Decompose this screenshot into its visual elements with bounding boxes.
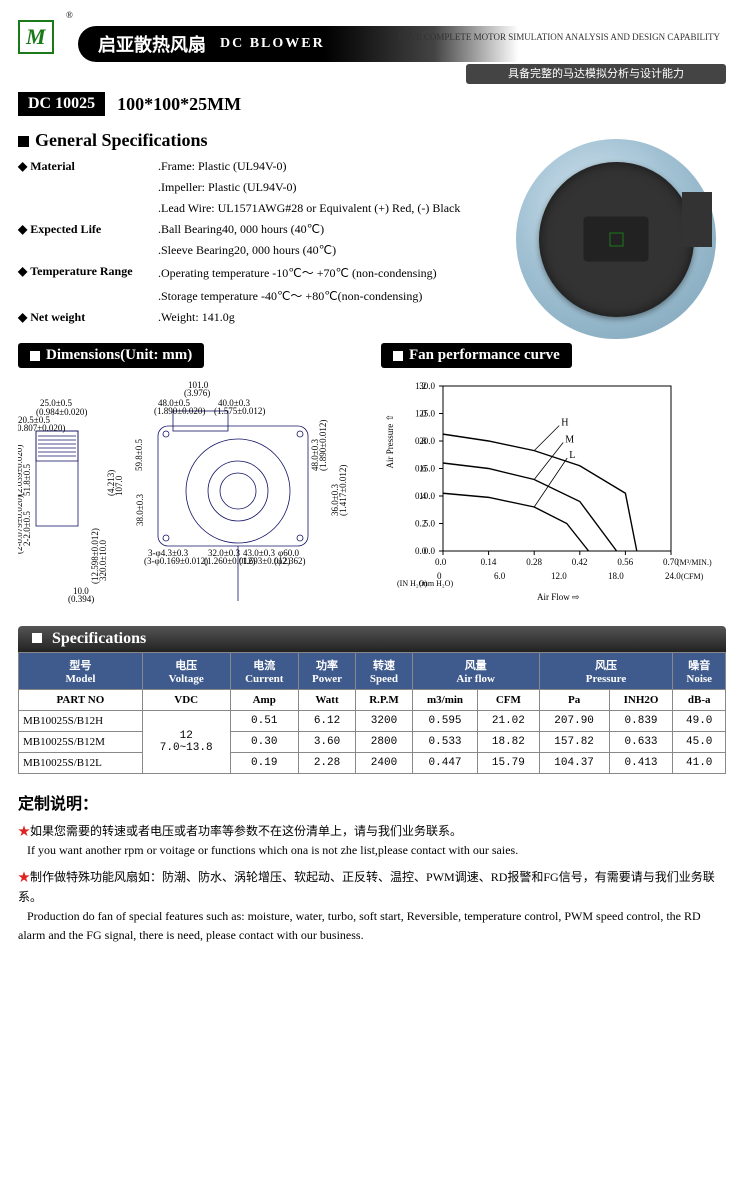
svg-text:(1.693±0.012): (1.693±0.012) [239, 556, 290, 566]
svg-text:5.0: 5.0 [424, 519, 436, 529]
svg-text:6.0: 6.0 [494, 571, 506, 581]
svg-text:Air Pressure ⇧: Air Pressure ⇧ [385, 414, 395, 469]
header: ® M 启亚散热风扇 DC BLOWER HAVE COMPLETE MOTOR… [18, 20, 726, 68]
reg-mark: ® [66, 10, 73, 20]
svg-text:0.0: 0.0 [424, 546, 436, 556]
dimensions-drawing: 25.0±0.5 (0.984±0.020) 20.5±0.5 (0.807±0… [18, 376, 363, 606]
svg-text:M: M [565, 435, 574, 446]
spec-table: 型号Model电压Voltage电流Current功率Power转速Speed风… [18, 652, 726, 774]
svg-text:(0.394): (0.394) [68, 594, 94, 604]
perf-chart: 0.00.00.25.00.410.00.615.00.820.01.025.0… [381, 376, 726, 606]
svg-text:0.56: 0.56 [617, 557, 633, 567]
svg-text:10.0: 10.0 [419, 491, 435, 501]
svg-text:18.0: 18.0 [608, 571, 624, 581]
svg-text:24.0: 24.0 [665, 571, 681, 581]
capability-cn: 具备完整的马达模拟分析与设计能力 [466, 64, 726, 84]
svg-text:59.8±0.5: 59.8±0.5 [134, 439, 144, 471]
capability-en: HAVE COMPLETE MOTOR SIMULATION ANALYSIS … [398, 32, 720, 42]
svg-text:20.0: 20.0 [419, 436, 435, 446]
svg-text:(1.417±0.012): (1.417±0.012) [338, 465, 348, 516]
svg-text:(1.575±0.012): (1.575±0.012) [214, 406, 265, 416]
logo: M [18, 20, 54, 54]
svg-text:(1.890±0.012): (1.890±0.012) [318, 420, 328, 471]
svg-text:(M³/MIN.): (M³/MIN.) [677, 558, 712, 567]
svg-text:30.0: 30.0 [419, 381, 435, 391]
svg-text:H: H [561, 418, 568, 429]
svg-text:38.0±0.3: 38.0±0.3 [135, 494, 145, 526]
svg-text:(4.213): (4.213) [106, 470, 116, 496]
svg-text:(1.890±0.020): (1.890±0.020) [154, 406, 205, 416]
note-1: ★如果您需要的转速或者电压或者功率等参数不在这份清单上，请与我们业务联系。 If… [18, 822, 726, 860]
svg-text:0.14: 0.14 [481, 557, 497, 567]
general-specs: Material .Frame: Plastic (UL94V-0) .Impe… [18, 159, 726, 325]
model-badge: DC 10025 [18, 92, 105, 116]
custom-title: 定制说明： [18, 790, 726, 814]
svg-text:Air Flow ⇨: Air Flow ⇨ [537, 592, 580, 602]
svg-text:(3.976): (3.976) [184, 388, 210, 398]
svg-text:(0.807±0.020): (0.807±0.020) [18, 423, 65, 433]
svg-text:(12.598±0.012): (12.598±0.012) [90, 528, 100, 584]
svg-text:(3-φ0.169±0.012): (3-φ0.169±0.012) [144, 556, 208, 566]
product-image [516, 139, 726, 349]
svg-text:(mm H₂O): (mm H₂O) [419, 579, 453, 588]
svg-text:L: L [569, 450, 575, 461]
svg-text:(CFM): (CFM) [681, 572, 704, 581]
svg-text:0.28: 0.28 [526, 557, 542, 567]
svg-text:(2.039±0.020): (2.039±0.020) [18, 445, 24, 496]
svg-text:0.42: 0.42 [572, 557, 588, 567]
en-title: DC BLOWER [220, 36, 325, 52]
dimensions-title: Dimensions(Unit: mm) [18, 343, 204, 368]
svg-text:15.0: 15.0 [419, 464, 435, 474]
model-dims: 100*100*25MM [117, 94, 241, 115]
model-row: DC 10025 100*100*25MM [18, 92, 726, 116]
svg-text:(2-0.079±0.020): (2-0.079±0.020) [18, 495, 24, 554]
svg-text:12.0: 12.0 [551, 571, 567, 581]
cn-title: 启亚散热风扇 [98, 31, 206, 57]
svg-text:25.0: 25.0 [419, 409, 435, 419]
note-2: ★制作做特殊功能风扇如：防潮、防水、涡轮增压、软起动、正反转、温控、PWM调速、… [18, 868, 726, 945]
spec-title: Specifications [18, 626, 726, 652]
svg-text:0.0: 0.0 [435, 557, 447, 567]
